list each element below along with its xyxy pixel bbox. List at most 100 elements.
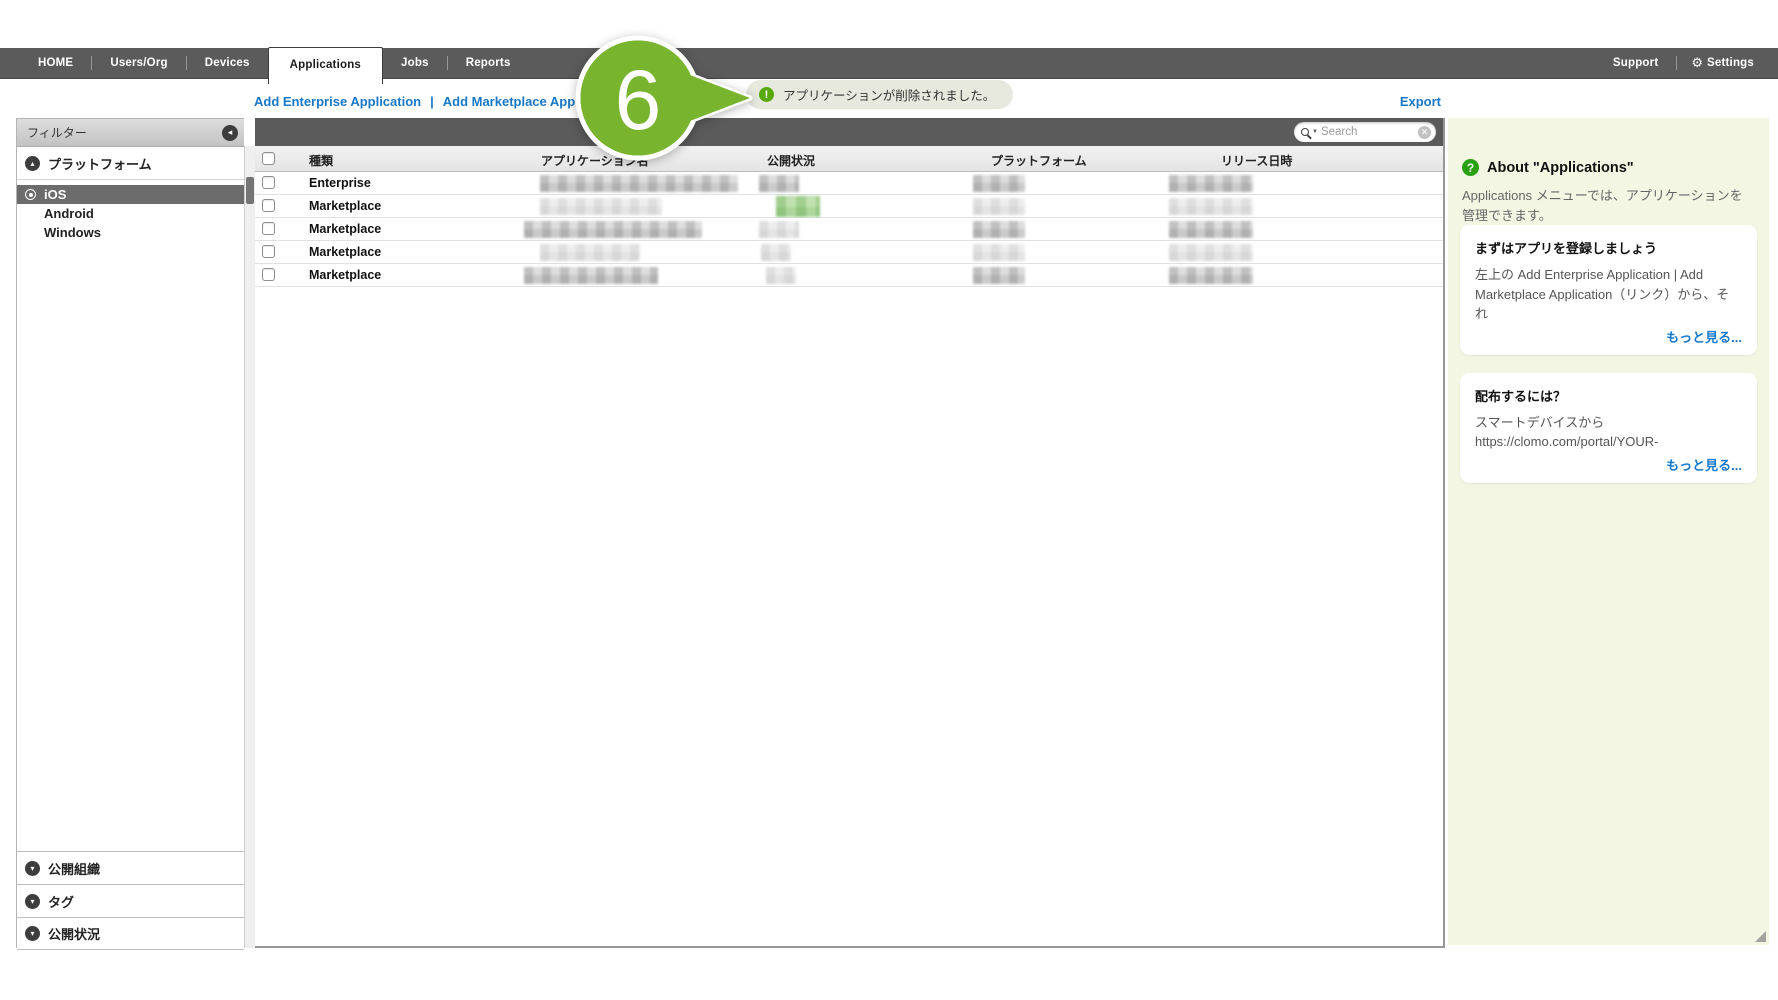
platform-option-label: iOS <box>44 187 67 202</box>
export-link[interactable]: Export <box>1399 94 1441 109</box>
filter-title: フィルター <box>27 126 87 140</box>
radio-selected-icon <box>25 189 36 200</box>
redacted-release-date <box>1169 198 1253 215</box>
redacted-platform <box>973 175 1025 192</box>
redacted-app-name <box>540 244 640 261</box>
about-applications-panel: ? About "Applications" Applications メニュー… <box>1448 118 1769 945</box>
search-box[interactable]: ▼ ✕ <box>1294 122 1436 142</box>
app-type-cell: Enterprise <box>309 176 371 190</box>
search-icon <box>1301 128 1309 136</box>
nav-separator <box>446 56 448 70</box>
redacted-publish-status <box>766 267 796 284</box>
help-card-body-url: https://clomo.com/portal/YOUR- <box>1475 434 1659 449</box>
app-type-cell: Marketplace <box>309 199 382 213</box>
nav-separator <box>1676 56 1678 70</box>
row-checkbox[interactable] <box>262 176 275 189</box>
filter-section-tag[interactable]: ▾ タグ <box>17 884 244 917</box>
redacted-release-date <box>1169 175 1253 192</box>
nav-tab-reports[interactable]: Reports <box>465 57 511 69</box>
table-header-row: 種類 アプリケーション名 公開状況 プラットフォーム リリース日時 <box>255 146 1443 172</box>
nav-tabs: HOME Users/Org Devices Applications Jobs… <box>0 46 529 84</box>
support-link[interactable]: Support <box>1612 57 1659 69</box>
platform-option-android[interactable]: Android <box>17 204 244 223</box>
nav-separator <box>91 56 93 70</box>
collapse-sidebar-button[interactable]: ◂ <box>222 124 238 141</box>
column-header-publish-status[interactable]: 公開状況 <box>767 154 816 168</box>
redacted-release-date <box>1169 221 1253 238</box>
chevron-up-icon: ▴ <box>25 155 40 171</box>
table-row[interactable]: Enterprise <box>255 172 1443 195</box>
table-row[interactable]: Marketplace <box>255 218 1443 241</box>
row-checkbox[interactable] <box>262 222 275 235</box>
redacted-platform <box>973 267 1025 284</box>
nav-tab-devices[interactable]: Devices <box>204 57 250 69</box>
row-checkbox[interactable] <box>262 245 275 258</box>
add-enterprise-application-link[interactable]: Add Enterprise Application <box>254 94 422 109</box>
scrollbar-thumb[interactable] <box>246 177 254 204</box>
row-checkbox[interactable] <box>262 268 275 281</box>
table-row[interactable]: Marketplace <box>255 241 1443 264</box>
redacted-platform <box>973 198 1025 215</box>
nav-separator <box>185 56 187 70</box>
settings-label: Settings <box>1707 57 1754 69</box>
gear-icon: ⚙ <box>1691 55 1704 70</box>
help-card-body: スマートデバイスから <box>1475 414 1605 430</box>
nav-tab-applications-active[interactable]: Applications <box>267 46 384 84</box>
column-header-type[interactable]: 種類 <box>309 154 334 168</box>
app-type-cell: Marketplace <box>309 222 382 236</box>
redacted-release-date <box>1169 267 1253 284</box>
platform-option-label: Windows <box>44 225 101 240</box>
platform-option-label: Android <box>44 206 94 221</box>
filter-section-publish-status[interactable]: ▾ 公開状況 <box>17 917 244 950</box>
callout-circle-fill <box>580 40 696 156</box>
callout-tail-fill <box>682 72 750 124</box>
search-input[interactable] <box>1320 126 1415 138</box>
nav-tab-jobs[interactable]: Jobs <box>401 57 429 69</box>
app-type-cell: Marketplace <box>309 268 382 282</box>
search-clear-icon[interactable]: ✕ <box>1418 125 1431 139</box>
see-more-link[interactable]: もっと見る... <box>1666 457 1742 473</box>
help-icon: ? <box>1462 159 1479 176</box>
nav-tab-users-org[interactable]: Users/Org <box>110 57 168 69</box>
callout-step-number: 6 <box>615 53 662 147</box>
filter-section-published-org[interactable]: ▾ 公開組織 <box>17 851 244 884</box>
platform-option-ios[interactable]: iOS <box>17 185 244 204</box>
help-card-distribute: 配布するには？ スマートデバイスから https://clomo.com/por… <box>1460 372 1757 483</box>
platform-option-list: iOS Android Windows <box>17 185 244 242</box>
filter-sidebar: フィルター ◂ ▴ プラットフォーム iOS Android Windows ▾… <box>16 118 244 950</box>
redacted-publish-status <box>759 221 799 238</box>
see-more-link[interactable]: もっと見る... <box>1666 329 1742 345</box>
help-card-title: 配布するには？ <box>1475 388 1567 404</box>
search-scope-caret-icon[interactable]: ▼ <box>1312 129 1318 135</box>
column-header-release-date[interactable]: リリース日時 <box>1221 154 1293 168</box>
redacted-publish-status-green <box>776 196 820 217</box>
filter-section-label: 公開組織 <box>48 861 101 877</box>
notification-text: アプリケーションが削除されました。 <box>783 89 996 103</box>
select-all-checkbox[interactable] <box>262 152 275 165</box>
settings-link[interactable]: ⚙ Settings <box>1691 55 1754 71</box>
redacted-platform <box>973 221 1025 238</box>
redacted-app-name <box>540 198 662 215</box>
platform-option-windows[interactable]: Windows <box>17 223 244 242</box>
table-row[interactable]: Marketplace <box>255 195 1443 218</box>
alert-icon: ! <box>759 87 774 102</box>
row-checkbox[interactable] <box>262 199 275 212</box>
redacted-publish-status <box>759 175 799 192</box>
redacted-app-name <box>540 175 738 192</box>
about-description: Applications メニューでは、アプリケーションを管理できます。 <box>1462 188 1743 223</box>
nav-right-group: Support ⚙ Settings <box>1609 55 1778 71</box>
filter-section-platform[interactable]: ▴ プラットフォーム <box>17 147 244 180</box>
filter-header: フィルター ◂ <box>17 119 244 147</box>
panel-resize-handle[interactable] <box>1755 931 1766 942</box>
table-toolbar: ▼ ✕ <box>255 118 1443 146</box>
redacted-publish-status <box>761 244 791 261</box>
filter-section-label: プラットフォーム <box>48 156 152 172</box>
toast-notification: ! アプリケーションが削除されました。 <box>746 80 1014 109</box>
table-row[interactable]: Marketplace <box>255 264 1443 287</box>
redacted-release-date <box>1169 244 1253 261</box>
about-title: About "Applications" <box>1487 159 1634 176</box>
column-header-platform[interactable]: プラットフォーム <box>991 154 1087 168</box>
sidebar-scrollbar[interactable] <box>244 146 255 948</box>
app-type-cell: Marketplace <box>309 245 382 259</box>
nav-tab-home[interactable]: HOME <box>38 57 74 69</box>
